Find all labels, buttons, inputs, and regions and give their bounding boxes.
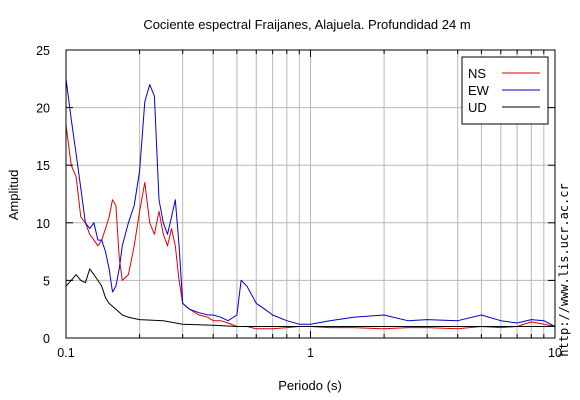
x-axis-label: Periodo (s) <box>278 378 342 393</box>
y-tick-label: 25 <box>36 44 50 58</box>
series-line-ew <box>65 78 556 327</box>
y-tick-label: 5 <box>43 274 50 288</box>
legend-label-ns: NS <box>468 66 486 81</box>
legend-label-ew: EW <box>468 83 490 98</box>
series-lines <box>65 78 556 330</box>
x-tick-label: 10 <box>548 346 562 360</box>
y-tick-label: 0 <box>43 332 50 346</box>
y-tick-label: 15 <box>36 159 50 173</box>
y-axis-label: Amplitud <box>6 170 21 221</box>
legend: NS EW UD <box>461 56 549 125</box>
chart-title: Cociente espectral Fraijanes, Alajuela. … <box>143 17 470 32</box>
legend-label-ud: UD <box>468 100 487 115</box>
y-tick-label: 20 <box>36 102 50 116</box>
axis-ticks: 0.1 1 10 0 5 10 15 20 25 <box>36 44 562 360</box>
series-line-ud <box>65 268 555 327</box>
y-tick-label: 10 <box>36 217 50 231</box>
credit-url: http://www.lis.ucr.ac.cr <box>557 183 571 356</box>
x-tick-label: 1 <box>307 346 314 360</box>
series-line-ns <box>65 124 556 330</box>
x-tick-label: 0.1 <box>57 346 74 360</box>
